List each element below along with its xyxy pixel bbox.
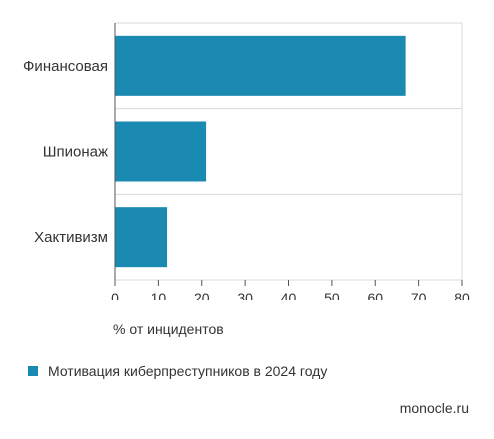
x-axis-title: % от инцидентов: [113, 321, 224, 337]
category-label: Хактивизм: [34, 229, 108, 246]
source-label: monocle.ru: [399, 400, 469, 416]
bar-2: [115, 121, 207, 182]
x-tick-label: 40: [281, 290, 297, 300]
bar-1: [115, 35, 406, 96]
x-tick-label: 80: [454, 290, 470, 300]
legend-swatch: [28, 366, 38, 376]
x-tick-label: 0: [111, 290, 119, 300]
x-tick-label: 50: [324, 290, 340, 300]
category-label: Финансовая: [23, 58, 108, 75]
category-label: Шпионаж: [43, 144, 108, 161]
x-tick-label: 30: [237, 290, 253, 300]
legend-label: Мотивация киберпреступников в 2024 году: [48, 363, 328, 379]
x-tick-label: 60: [367, 290, 383, 300]
x-tick-label: 20: [194, 290, 210, 300]
x-tick-label: 70: [411, 290, 427, 300]
bar-3: [115, 207, 168, 268]
legend: Мотивация киберпреступников в 2024 году: [28, 363, 327, 379]
bar-chart: Финансовая Шпионаж Хактивизм 0 10 20 30 40 50 60 7…: [23, 22, 470, 300]
x-tick-label: 10: [151, 290, 167, 300]
